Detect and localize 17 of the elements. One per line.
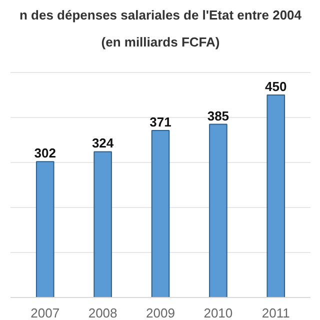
chart-subtitle: (en milliards FCFA): [101, 34, 220, 50]
bar: [94, 151, 112, 298]
data-label: 302: [34, 146, 56, 161]
x-tick-label: 2009: [146, 306, 175, 320]
x-tick-label: 2010: [204, 306, 233, 320]
bar: [209, 124, 228, 298]
bar: [36, 161, 54, 298]
data-label: 324: [92, 136, 114, 151]
bar: [266, 94, 286, 298]
bar: [151, 130, 170, 298]
x-tick-label: 2011: [262, 306, 290, 320]
data-label: 371: [150, 114, 172, 130]
data-label: 450: [265, 79, 287, 94]
chart-title: n des dépenses salariales de l'Etat entre 2004: [19, 8, 302, 22]
x-tick-label: 2008: [88, 306, 118, 320]
x-tick-label: 2007: [30, 306, 60, 320]
data-label: 385: [207, 108, 230, 124]
